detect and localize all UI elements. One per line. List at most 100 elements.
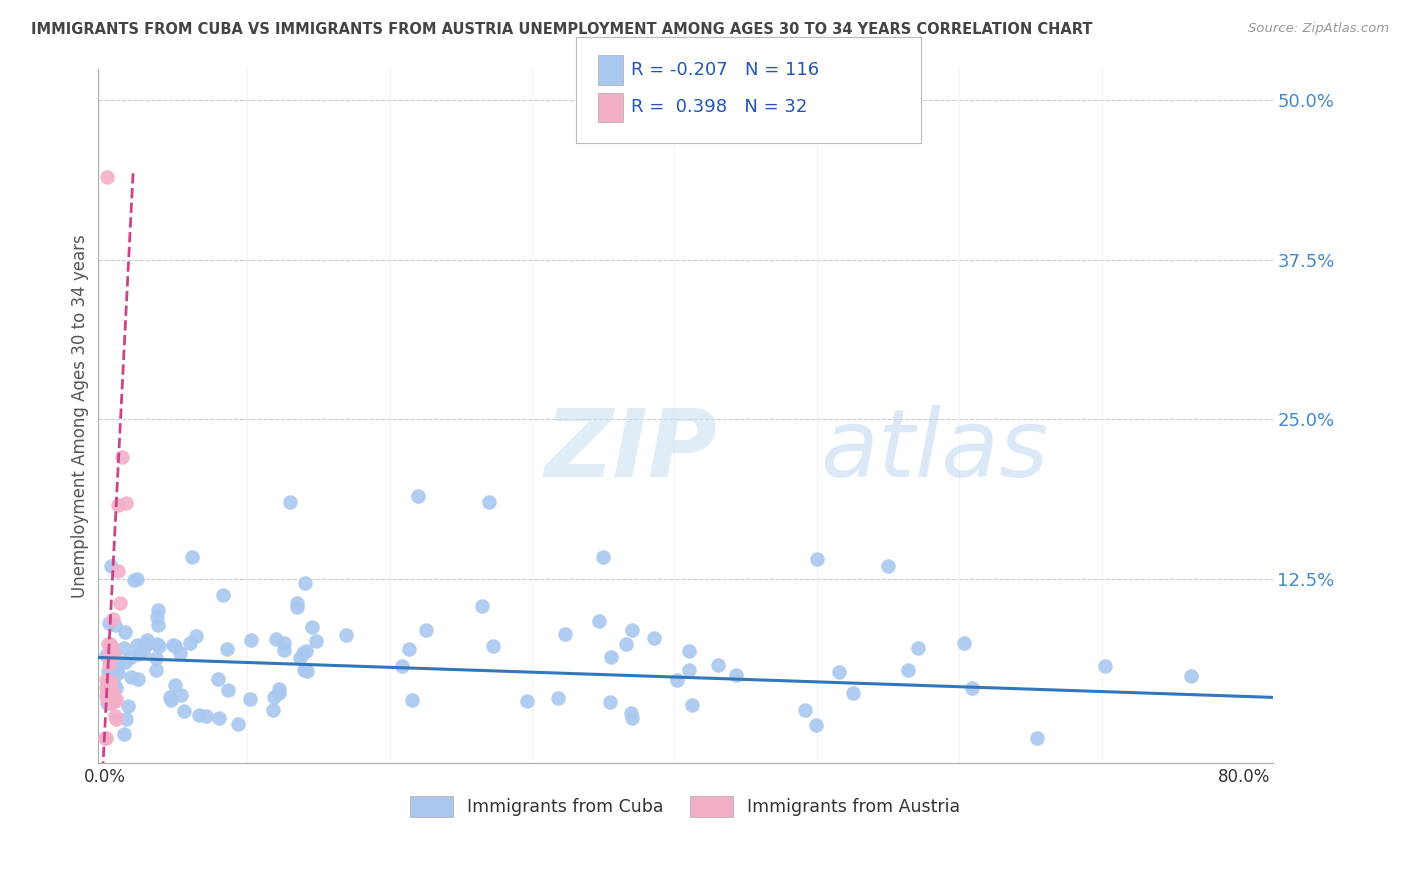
Point <box>1025 731 1047 745</box>
Point <box>97 692 120 706</box>
Point <box>146 617 169 632</box>
Point <box>554 626 576 640</box>
Point <box>104 712 127 726</box>
Point <box>101 612 124 626</box>
Point <box>301 620 323 634</box>
Point <box>100 558 122 573</box>
Point <box>135 637 157 651</box>
Point <box>128 647 150 661</box>
Point <box>146 603 169 617</box>
Point <box>163 678 186 692</box>
Point <box>96 169 118 184</box>
Point <box>146 637 169 651</box>
Point <box>267 686 290 700</box>
Point <box>100 674 122 689</box>
Point <box>103 693 125 707</box>
Point <box>104 617 127 632</box>
Point <box>101 640 124 654</box>
Point <box>678 644 700 658</box>
Point <box>547 691 569 706</box>
Point <box>681 698 703 713</box>
Point <box>666 673 689 688</box>
Point <box>960 681 983 695</box>
Point <box>292 663 315 677</box>
Point <box>97 648 120 662</box>
Point <box>707 658 730 673</box>
Point <box>159 690 181 705</box>
Point <box>170 688 193 702</box>
Point <box>294 576 316 591</box>
Point <box>103 662 125 676</box>
Point <box>122 573 145 587</box>
Point <box>96 696 118 710</box>
Point <box>98 637 121 651</box>
Point <box>290 650 312 665</box>
Point <box>406 489 429 503</box>
Point <box>115 495 138 509</box>
Point <box>162 638 184 652</box>
Point <box>111 450 134 465</box>
Point <box>103 651 125 665</box>
Point <box>127 672 149 686</box>
Point <box>105 657 128 671</box>
Point <box>415 623 437 637</box>
Point <box>163 640 186 654</box>
Point <box>516 694 538 708</box>
Point <box>96 685 118 699</box>
Point <box>195 708 218 723</box>
Point <box>132 645 155 659</box>
Point <box>94 673 117 687</box>
Point <box>263 703 285 717</box>
Legend: Immigrants from Cuba, Immigrants from Austria: Immigrants from Cuba, Immigrants from Au… <box>404 789 967 824</box>
Point <box>592 550 614 565</box>
Point <box>953 636 976 650</box>
Point <box>173 704 195 718</box>
Point <box>105 662 128 676</box>
Point <box>391 659 413 673</box>
Point <box>217 683 239 698</box>
Point <box>103 648 125 663</box>
Point <box>94 731 117 745</box>
Point <box>103 677 125 691</box>
Point <box>148 639 170 653</box>
Point <box>107 665 129 680</box>
Point <box>120 670 142 684</box>
Point <box>907 640 929 655</box>
Point <box>614 636 637 650</box>
Point <box>335 628 357 642</box>
Text: atlas: atlas <box>820 405 1049 496</box>
Point <box>114 624 136 639</box>
Point <box>724 668 747 682</box>
Text: R = -0.207   N = 116: R = -0.207 N = 116 <box>631 61 820 79</box>
Point <box>181 549 204 564</box>
Point <box>828 665 851 680</box>
Point <box>104 691 127 706</box>
Point <box>107 564 129 578</box>
Point <box>643 631 665 645</box>
Point <box>273 636 295 650</box>
Point <box>877 558 900 573</box>
Point <box>186 629 208 643</box>
Point <box>295 665 318 679</box>
Text: IMMIGRANTS FROM CUBA VS IMMIGRANTS FROM AUSTRIA UNEMPLOYMENT AMONG AGES 30 TO 34: IMMIGRANTS FROM CUBA VS IMMIGRANTS FROM … <box>31 22 1092 37</box>
Point <box>1180 668 1202 682</box>
Point <box>1094 659 1116 673</box>
Point <box>103 686 125 700</box>
Point <box>295 644 318 658</box>
Point <box>107 498 129 512</box>
Point <box>96 681 118 695</box>
Point <box>108 596 131 610</box>
Point <box>145 651 167 665</box>
Point <box>263 690 285 704</box>
Point <box>482 639 505 653</box>
Point <box>97 677 120 691</box>
Point <box>112 641 135 656</box>
Point <box>105 681 128 695</box>
Point <box>145 610 167 624</box>
Point <box>620 623 643 637</box>
Point <box>305 634 328 648</box>
Point <box>117 699 139 714</box>
Point <box>103 708 125 723</box>
Point <box>187 707 209 722</box>
Text: Source: ZipAtlas.com: Source: ZipAtlas.com <box>1249 22 1389 36</box>
